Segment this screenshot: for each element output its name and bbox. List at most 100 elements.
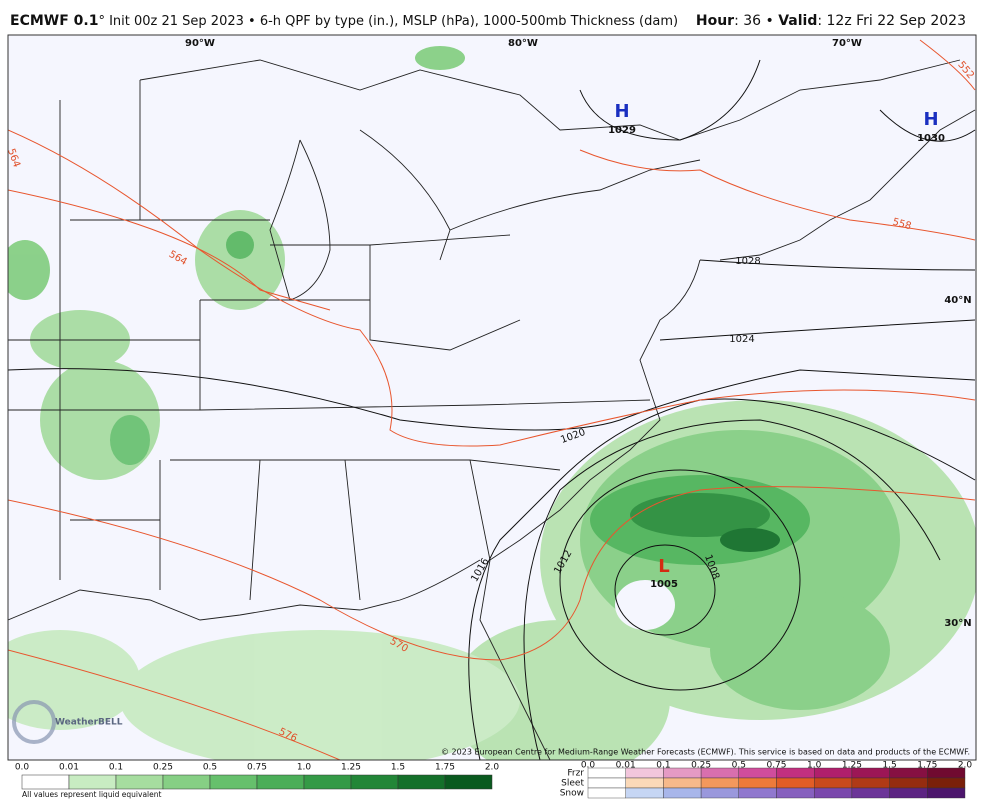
ptype-swatch — [814, 767, 853, 779]
colorbar-tick-label: 0.5 — [203, 763, 217, 773]
ptype-swatch — [851, 777, 890, 789]
colorbar-tick-label: 0.75 — [247, 763, 267, 773]
ptype-swatch — [700, 777, 739, 789]
colorbar-swatch — [350, 774, 399, 790]
ptype-row-label: Sleet — [561, 779, 584, 789]
colorbar-swatch — [115, 774, 164, 790]
colorbar-tick-label: 0.0 — [15, 763, 30, 773]
ptype-tick-label: 0.75 — [766, 761, 786, 771]
ptype-swatch — [587, 777, 626, 789]
colorbar-note: All values represent liquid equivalent — [22, 790, 161, 799]
colorbar-tick-label: 0.25 — [153, 763, 173, 773]
ptype-swatch — [814, 777, 853, 789]
ptype-swatch — [663, 777, 702, 789]
ptype-swatch — [927, 777, 966, 789]
ptype-tick-label: 1.5 — [882, 761, 896, 771]
low-pressure: 1005 — [650, 579, 678, 590]
ptype-tick-label: 0.5 — [732, 761, 746, 771]
hour-value: : 36 • — [734, 13, 778, 29]
ptype-tick-label: 1.75 — [917, 761, 937, 771]
valid-label: Valid — [778, 13, 817, 29]
qpf-colorbar: 0.0 0.01 0.1 0.25 0.5 0.75 1.0 1.25 1.5 1.75 2.0 — [15, 763, 500, 790]
longitude-label: 90°W — [185, 38, 215, 49]
colorbar-swatch — [397, 774, 446, 790]
high-pressure: 1029 — [608, 125, 636, 136]
ptype-tick-label: 0.1 — [656, 761, 670, 771]
colorbar-tick-label: 1.5 — [391, 763, 405, 773]
ptype-swatch — [814, 787, 853, 799]
ptype-swatch — [927, 787, 966, 799]
ptype-tick-label: 0.01 — [616, 761, 636, 771]
ptype-swatch — [776, 787, 815, 799]
colorbar-swatch — [209, 774, 258, 790]
ptype-swatch — [700, 767, 739, 779]
isobar-label: 1024 — [729, 334, 754, 345]
colorbar-tick-label: 1.0 — [297, 763, 312, 773]
ptype-tick-label: 2.0 — [958, 761, 973, 771]
thickness-lines — [8, 39, 976, 760]
high-symbol: H — [923, 109, 938, 130]
isobar-label: 1028 — [735, 256, 760, 267]
ptype-swatch — [738, 767, 777, 779]
ptype-swatch — [776, 777, 815, 789]
colorbar-swatch — [68, 774, 117, 790]
description: ° Init 00z 21 Sep 2023 • 6-h QPF by type… — [98, 14, 678, 29]
colorbar-tick-label: 0.01 — [59, 763, 79, 773]
ptype-swatch — [851, 767, 890, 779]
header-left: ECMWF 0.1° Init 00z 21 Sep 2023 • 6-h QP… — [10, 13, 678, 29]
colorbar-tick-label: 1.75 — [435, 763, 455, 773]
colorbar-swatch — [444, 774, 493, 790]
ptype-swatch — [776, 767, 815, 779]
map-frame — [7, 34, 977, 761]
colorbar-swatch — [21, 774, 70, 790]
ptype-tick-label: 1.0 — [807, 761, 822, 771]
ptype-swatch — [625, 787, 664, 799]
colorbar-tick-label: 0.1 — [109, 763, 123, 773]
longitude-label: 70°W — [832, 38, 862, 49]
longitude-label: 80°W — [508, 38, 538, 49]
thickness-label: 558 — [891, 217, 912, 233]
precipitation — [8, 46, 976, 760]
ptype-swatch — [851, 787, 890, 799]
colorbar-tick-label: 2.0 — [485, 763, 500, 773]
ptype-row-label: Frzr — [567, 769, 584, 779]
isobars — [8, 59, 976, 760]
ptype-swatch — [889, 787, 928, 799]
ptype-tick-label: 1.25 — [842, 761, 862, 771]
hour-label: Hour — [696, 13, 734, 29]
copyright: © 2023 European Centre for Medium-Range … — [441, 748, 970, 757]
colorbar-swatch — [303, 774, 352, 790]
ptype-swatch — [587, 767, 626, 779]
colorbar-swatch — [256, 774, 305, 790]
ptype-swatch — [927, 767, 966, 779]
ptype-swatch — [738, 787, 777, 799]
colorbar-tick-label: 1.25 — [341, 763, 361, 773]
ptype-swatch — [587, 787, 626, 799]
ptype-swatch — [889, 777, 928, 789]
borders — [8, 59, 976, 760]
ptype-swatch — [625, 767, 664, 779]
ptype-swatch — [889, 767, 928, 779]
high-symbol: H — [614, 101, 629, 122]
ptype-tick-label: 0.0 — [581, 761, 596, 771]
latitude-label: 30°N — [944, 618, 971, 629]
high-pressure: 1030 — [917, 133, 945, 144]
valid-value: : 12z Fri 22 Sep 2023 — [817, 13, 966, 29]
header-right: Hour: 36 • Valid: 12z Fri 22 Sep 2023 — [696, 13, 966, 29]
logo-text: WeatherBELL — [55, 718, 123, 728]
ptype-row-label: Snow — [560, 789, 584, 799]
ptype-swatch — [738, 777, 777, 789]
map: WeatherBELL — [8, 35, 976, 760]
ptype-swatch — [625, 777, 664, 789]
low-symbol: L — [658, 556, 669, 577]
ptype-tick-label: 0.25 — [691, 761, 711, 771]
ptype-swatch — [663, 787, 702, 799]
ptype-swatch — [700, 787, 739, 799]
colorbar-swatch — [162, 774, 211, 790]
latitude-label: 40°N — [944, 295, 971, 306]
logo: WeatherBELL — [12, 700, 123, 744]
model: ECMWF 0.1 — [10, 13, 98, 29]
ptype-swatch — [663, 767, 702, 779]
ptype-legend: 0.0 0.01 0.1 0.25 0.5 0.75 1.0 1.25 1.5 1.75 2.0 Fr… — [560, 761, 973, 799]
